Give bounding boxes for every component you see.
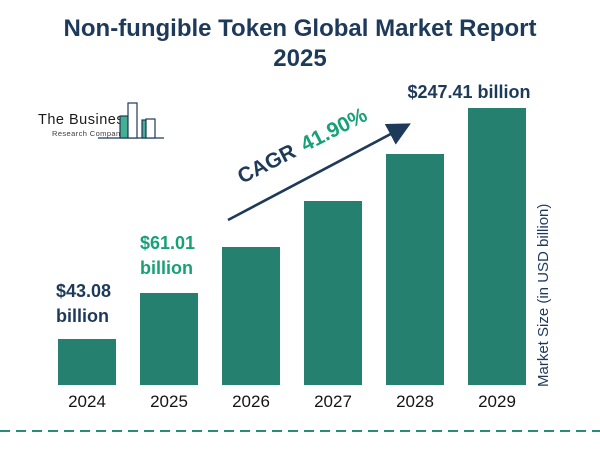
value-label-2029: $247.41 billion: [399, 80, 539, 105]
title-line1: Non-fungible Token Global Market Report: [63, 15, 537, 42]
bar-2024: [58, 339, 116, 385]
x-tick-2029: 2029: [478, 392, 516, 411]
x-tick-2027: 2027: [314, 392, 352, 411]
logo-name: The Business: [38, 112, 132, 128]
bar-2026: [222, 247, 280, 385]
company-logo: The Business Research Company: [36, 96, 196, 152]
bar-2025: [140, 293, 198, 385]
y-axis-label: Market Size (in USD billion): [535, 203, 552, 387]
y-axis-label-container: Market Size (in USD billion): [535, 193, 559, 397]
x-tick-2028: 2028: [396, 392, 434, 411]
value-label-2025: $61.01 billion: [140, 231, 250, 281]
title-line2: 2025: [273, 45, 327, 72]
bar-2027: [304, 201, 362, 385]
value-label-line: $61.01: [140, 233, 196, 253]
x-tick-2025: 2025: [150, 392, 188, 411]
logo-skyline-icon: [98, 102, 164, 139]
x-tick-2024: 2024: [68, 392, 106, 411]
x-tick-2026: 2026: [232, 392, 270, 411]
value-label-line: billion: [56, 306, 109, 326]
bar-2029: [468, 108, 526, 385]
value-label-line: $43.08: [56, 281, 112, 301]
value-label-line: billion: [140, 258, 193, 278]
value-label-2024: $43.08 billion: [56, 279, 166, 329]
page-title: Non-fungible Token Global Market Report …: [0, 14, 600, 74]
bottom-dashed-divider: [0, 430, 600, 432]
bar-2028: [386, 154, 444, 385]
value-label-line: $247.41 billion: [407, 82, 531, 102]
logo-subtitle: Research Company: [52, 129, 125, 138]
